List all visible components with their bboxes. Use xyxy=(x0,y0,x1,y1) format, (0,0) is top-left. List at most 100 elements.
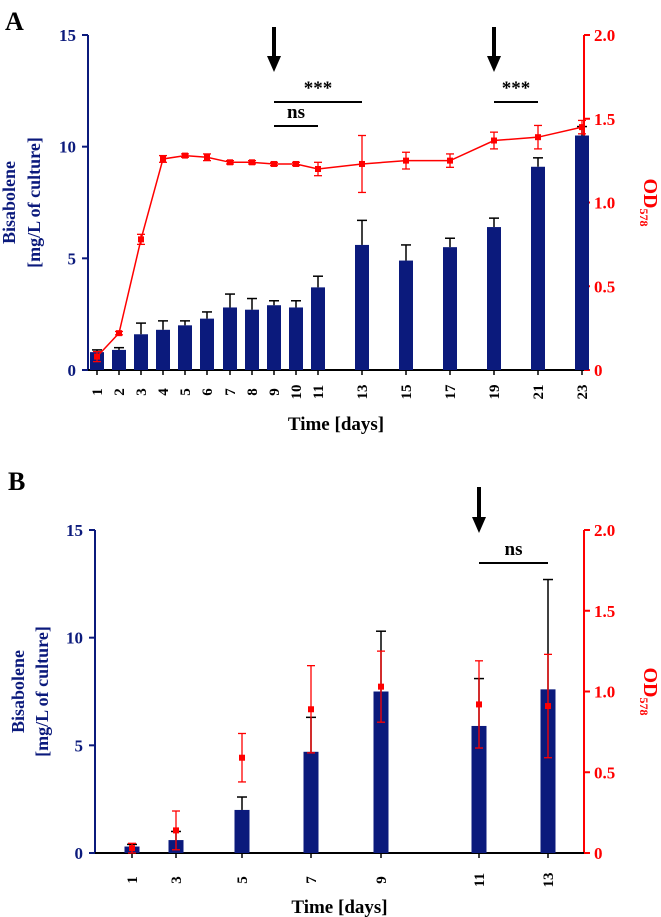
x-tick-label: 3 xyxy=(169,876,185,884)
x-tick-label: 9 xyxy=(374,876,390,884)
od-point xyxy=(491,137,497,144)
bar xyxy=(245,309,259,370)
bar xyxy=(112,349,126,370)
y-tick-label: 0 xyxy=(75,844,84,863)
x-tick-label: 9 xyxy=(267,388,283,396)
x-tick-label: 8 xyxy=(245,388,261,396)
od-point xyxy=(271,160,277,167)
y2-axis-label: OD578 xyxy=(637,179,661,227)
bar xyxy=(531,166,545,370)
x-tick-label: 15 xyxy=(399,385,415,400)
y2-tick-label: 2.0 xyxy=(594,26,615,45)
y2-axis-label: OD578 xyxy=(637,668,661,716)
x-tick-label: 11 xyxy=(311,385,327,399)
bar xyxy=(134,334,148,370)
arrow-head xyxy=(472,517,486,533)
x-tick-label: 2 xyxy=(112,388,128,396)
y-tick-label: 10 xyxy=(66,629,83,648)
bar xyxy=(267,305,281,370)
x-tick-label: 21 xyxy=(531,385,547,400)
arrow-head xyxy=(267,56,281,72)
x-tick-label: 7 xyxy=(304,876,320,884)
significance-label: *** xyxy=(304,78,333,99)
y-tick-label: 10 xyxy=(59,138,76,157)
x-tick-label: 1 xyxy=(125,876,141,884)
x-tick-label: 7 xyxy=(223,388,239,396)
od-point xyxy=(403,157,409,164)
od-point xyxy=(545,703,551,710)
panel-label: A xyxy=(5,7,24,36)
y-axis-label-line1: Bisabolene xyxy=(8,650,28,733)
significance-label: ns xyxy=(287,102,305,123)
od-point xyxy=(378,683,384,690)
y-axis-label-line2: [mg/L of culture] xyxy=(24,137,44,268)
od-point xyxy=(308,706,314,713)
arrow-head xyxy=(487,56,501,72)
od-point xyxy=(160,155,166,162)
bar xyxy=(540,689,556,853)
y-tick-label: 15 xyxy=(66,521,83,540)
od-point xyxy=(447,157,453,164)
bar xyxy=(303,751,319,853)
bar xyxy=(355,244,369,370)
x-tick-label: 5 xyxy=(235,876,251,884)
y2-tick-label: 1.0 xyxy=(594,194,615,213)
od-point xyxy=(129,845,135,852)
od-point xyxy=(249,159,255,166)
x-axis-label: Time [days] xyxy=(288,414,384,435)
od-point xyxy=(94,353,100,360)
od-point xyxy=(535,134,541,141)
bar xyxy=(156,329,170,370)
od-point xyxy=(138,236,144,243)
od-point xyxy=(116,330,122,337)
bar xyxy=(289,307,303,370)
x-tick-label: 1 xyxy=(90,388,106,396)
y2-tick-label: 1.5 xyxy=(594,602,615,621)
od-point xyxy=(204,154,210,161)
x-tick-label: 4 xyxy=(156,388,172,396)
bar xyxy=(575,135,589,370)
bar xyxy=(200,318,214,370)
x-tick-label: 3 xyxy=(134,388,150,396)
bar xyxy=(399,260,413,370)
y2-tick-label: 1.0 xyxy=(594,683,615,702)
y-axis-label-line2: [mg/L of culture] xyxy=(32,626,52,757)
y-axis-label-line1: Bisabolene xyxy=(0,161,19,244)
x-axis-label: Time [days] xyxy=(291,897,387,917)
x-tick-label: 10 xyxy=(289,385,305,400)
y-tick-label: 5 xyxy=(68,249,77,268)
x-tick-label: 13 xyxy=(541,873,557,888)
bar xyxy=(487,227,501,370)
y2-tick-label: 0.5 xyxy=(594,763,615,782)
od-point xyxy=(476,701,482,708)
y2-tick-label: 0 xyxy=(594,361,603,380)
y2-tick-label: 2.0 xyxy=(594,521,615,540)
x-tick-label: 13 xyxy=(355,385,371,400)
y-tick-label: 0 xyxy=(68,361,77,380)
od-point xyxy=(315,166,321,172)
bar xyxy=(234,809,250,853)
od-point xyxy=(239,754,245,761)
od-point xyxy=(293,160,299,167)
bar xyxy=(471,725,487,853)
bar xyxy=(311,287,325,370)
x-tick-label: 17 xyxy=(443,384,459,400)
od-point xyxy=(173,827,179,834)
x-tick-label: 19 xyxy=(487,385,503,400)
od-point xyxy=(182,152,188,159)
y2-tick-label: 0 xyxy=(594,844,603,863)
y2-tick-label: 1.5 xyxy=(594,110,615,129)
od-point xyxy=(579,124,585,131)
significance-label: *** xyxy=(502,78,531,99)
y2-tick-label: 0.5 xyxy=(594,277,615,296)
bar xyxy=(443,247,457,370)
x-tick-label: 5 xyxy=(178,388,194,396)
y-tick-label: 5 xyxy=(75,736,84,755)
od-point xyxy=(227,159,233,166)
bar xyxy=(373,691,389,853)
x-tick-label: 23 xyxy=(575,385,591,400)
y-tick-label: 15 xyxy=(59,26,76,45)
